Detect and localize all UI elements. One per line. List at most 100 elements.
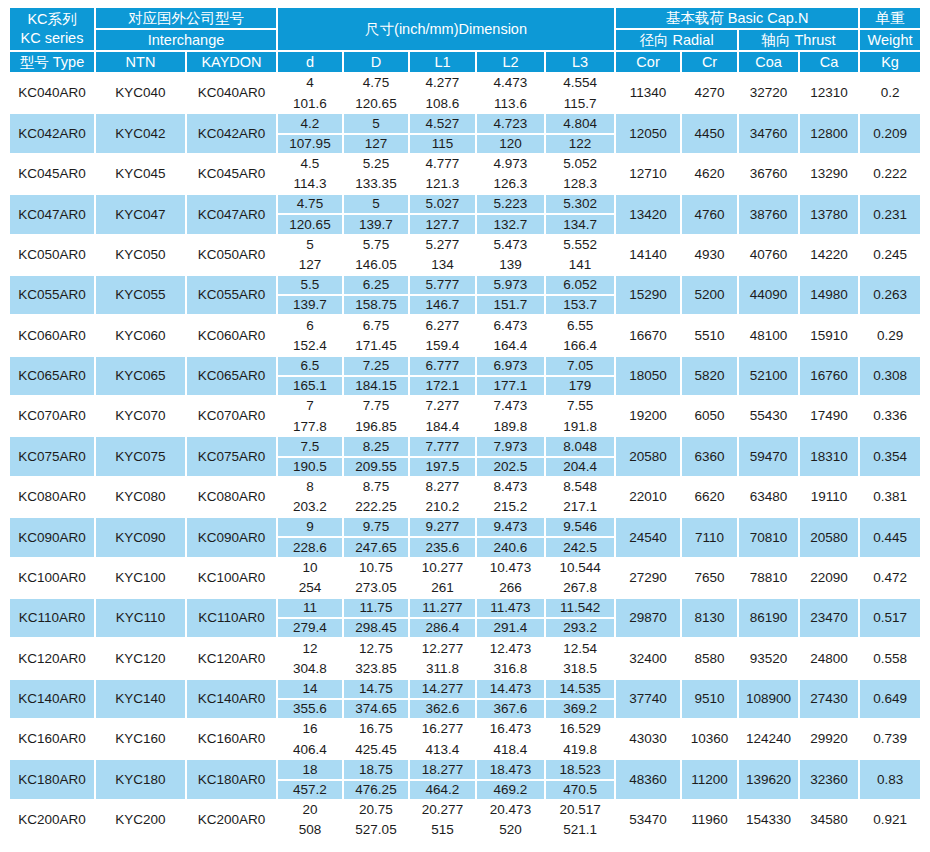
cell-ntn: KYC047 bbox=[96, 195, 185, 233]
cell-model-type: KC042AR0 bbox=[10, 114, 94, 152]
table-row: KC075AR0 KYC075 KC075AR0 7.5 8.25 7.777 … bbox=[10, 437, 920, 455]
cell-D-mm: 146.05 bbox=[344, 256, 408, 274]
cell-L2-mm: 164.4 bbox=[477, 336, 544, 354]
cell-L3-mm: 267.8 bbox=[546, 579, 614, 597]
cell-ca: 14220 bbox=[800, 236, 858, 274]
cell-coa: 32720 bbox=[739, 74, 798, 112]
cell-kg: 0.245 bbox=[860, 236, 920, 274]
cell-D-inch: 14.75 bbox=[344, 680, 408, 698]
header-series-en: KC series bbox=[10, 29, 94, 48]
cell-model-type: KC060AR0 bbox=[10, 316, 94, 354]
cell-d-mm: 190.5 bbox=[278, 458, 342, 476]
cell-ca: 15910 bbox=[800, 316, 858, 354]
cell-cor: 18050 bbox=[616, 357, 680, 395]
cell-cor: 37740 bbox=[616, 680, 680, 718]
cell-L2-inch: 5.473 bbox=[477, 236, 544, 254]
cell-ca: 13780 bbox=[800, 195, 858, 233]
cell-kaydon: KC065AR0 bbox=[187, 357, 276, 395]
cell-D-inch: 16.75 bbox=[344, 720, 408, 738]
cell-d-mm: 177.8 bbox=[278, 417, 342, 435]
cell-L2-mm: 151.7 bbox=[477, 296, 544, 314]
cell-cr: 6050 bbox=[682, 397, 737, 435]
cell-L1-inch: 14.277 bbox=[410, 680, 475, 698]
cell-d-inch: 7.5 bbox=[278, 437, 342, 455]
header-dimension: 尺寸(inch/mm)Dimension bbox=[278, 8, 614, 50]
cell-L2-inch: 7.473 bbox=[477, 397, 544, 415]
cell-kg: 0.517 bbox=[860, 599, 920, 637]
cell-D-inch: 5 bbox=[344, 114, 408, 132]
cell-L3-mm: 293.2 bbox=[546, 619, 614, 637]
cell-L1-inch: 9.277 bbox=[410, 518, 475, 536]
cell-model-type: KC120AR0 bbox=[10, 639, 94, 677]
cell-L1-inch: 6.777 bbox=[410, 357, 475, 375]
cell-cr: 7110 bbox=[682, 518, 737, 556]
cell-d-mm: 355.6 bbox=[278, 700, 342, 718]
cell-L3-mm: 191.8 bbox=[546, 417, 614, 435]
cell-D-mm: 476.25 bbox=[344, 781, 408, 799]
cell-L1-inch: 12.277 bbox=[410, 639, 475, 657]
column-header-ca: Ca bbox=[800, 52, 858, 72]
cell-coa: 139620 bbox=[739, 760, 798, 798]
cell-L3-mm: 166.4 bbox=[546, 336, 614, 354]
cell-d-inch: 4.2 bbox=[278, 114, 342, 132]
cell-d-mm: 120.65 bbox=[278, 215, 342, 233]
cell-ca: 14980 bbox=[800, 276, 858, 314]
cell-model-type: KC100AR0 bbox=[10, 559, 94, 597]
cell-D-inch: 5 bbox=[344, 195, 408, 213]
cell-L2-mm: 189.8 bbox=[477, 417, 544, 435]
cell-L1-inch: 18.277 bbox=[410, 760, 475, 778]
header-series: KC系列 KC series bbox=[10, 8, 94, 50]
cell-cr: 5820 bbox=[682, 357, 737, 395]
cell-D-inch: 5.25 bbox=[344, 155, 408, 173]
cell-D-mm: 247.65 bbox=[344, 538, 408, 556]
cell-d-inch: 12 bbox=[278, 639, 342, 657]
cell-D-mm: 425.45 bbox=[344, 740, 408, 758]
cell-d-mm: 101.6 bbox=[278, 94, 342, 112]
cell-coa: 59470 bbox=[739, 437, 798, 475]
cell-L3-inch: 8.548 bbox=[546, 478, 614, 496]
cell-D-mm: 298.45 bbox=[344, 619, 408, 637]
cell-L3-inch: 7.55 bbox=[546, 397, 614, 415]
cell-cor: 15290 bbox=[616, 276, 680, 314]
cell-D-mm: 196.85 bbox=[344, 417, 408, 435]
cell-L3-mm: 242.5 bbox=[546, 538, 614, 556]
cell-L1-mm: 159.4 bbox=[410, 336, 475, 354]
cell-L2-mm: 316.8 bbox=[477, 659, 544, 677]
cell-d-mm: 457.2 bbox=[278, 781, 342, 799]
cell-kg: 0.649 bbox=[860, 680, 920, 718]
cell-cor: 27290 bbox=[616, 559, 680, 597]
cell-kaydon: KC055AR0 bbox=[187, 276, 276, 314]
cell-d-inch: 8 bbox=[278, 478, 342, 496]
cell-d-inch: 5 bbox=[278, 236, 342, 254]
cell-cor: 53470 bbox=[616, 801, 680, 839]
cell-L1-inch: 10.277 bbox=[410, 559, 475, 577]
cell-model-type: KC090AR0 bbox=[10, 518, 94, 556]
cell-ntn: KYC075 bbox=[96, 437, 185, 475]
cell-L2-mm: 240.6 bbox=[477, 538, 544, 556]
cell-ntn: KYC090 bbox=[96, 518, 185, 556]
cell-cor: 22010 bbox=[616, 478, 680, 516]
cell-D-mm: 127 bbox=[344, 135, 408, 153]
cell-L3-mm: 318.5 bbox=[546, 659, 614, 677]
cell-cor: 29870 bbox=[616, 599, 680, 637]
cell-L3-mm: 470.5 bbox=[546, 781, 614, 799]
cell-ntn: KYC055 bbox=[96, 276, 185, 314]
cell-L1-inch: 20.277 bbox=[410, 801, 475, 819]
cell-L2-inch: 9.473 bbox=[477, 518, 544, 536]
cell-kaydon: KC140AR0 bbox=[187, 680, 276, 718]
cell-L2-inch: 12.473 bbox=[477, 639, 544, 657]
cell-d-inch: 11 bbox=[278, 599, 342, 617]
cell-d-inch: 4.5 bbox=[278, 155, 342, 173]
cell-coa: 78810 bbox=[739, 559, 798, 597]
cell-d-inch: 14 bbox=[278, 680, 342, 698]
cell-L3-mm: 141 bbox=[546, 256, 614, 274]
cell-ntn: KYC200 bbox=[96, 801, 185, 839]
cell-L2-inch: 6.973 bbox=[477, 357, 544, 375]
cell-L2-mm: 520 bbox=[477, 821, 544, 839]
cell-cr: 8580 bbox=[682, 639, 737, 677]
cell-kg: 0.2 bbox=[860, 74, 920, 112]
cell-ca: 12310 bbox=[800, 74, 858, 112]
cell-D-mm: 184.15 bbox=[344, 377, 408, 395]
cell-kg: 0.29 bbox=[860, 316, 920, 354]
cell-ca: 12800 bbox=[800, 114, 858, 152]
